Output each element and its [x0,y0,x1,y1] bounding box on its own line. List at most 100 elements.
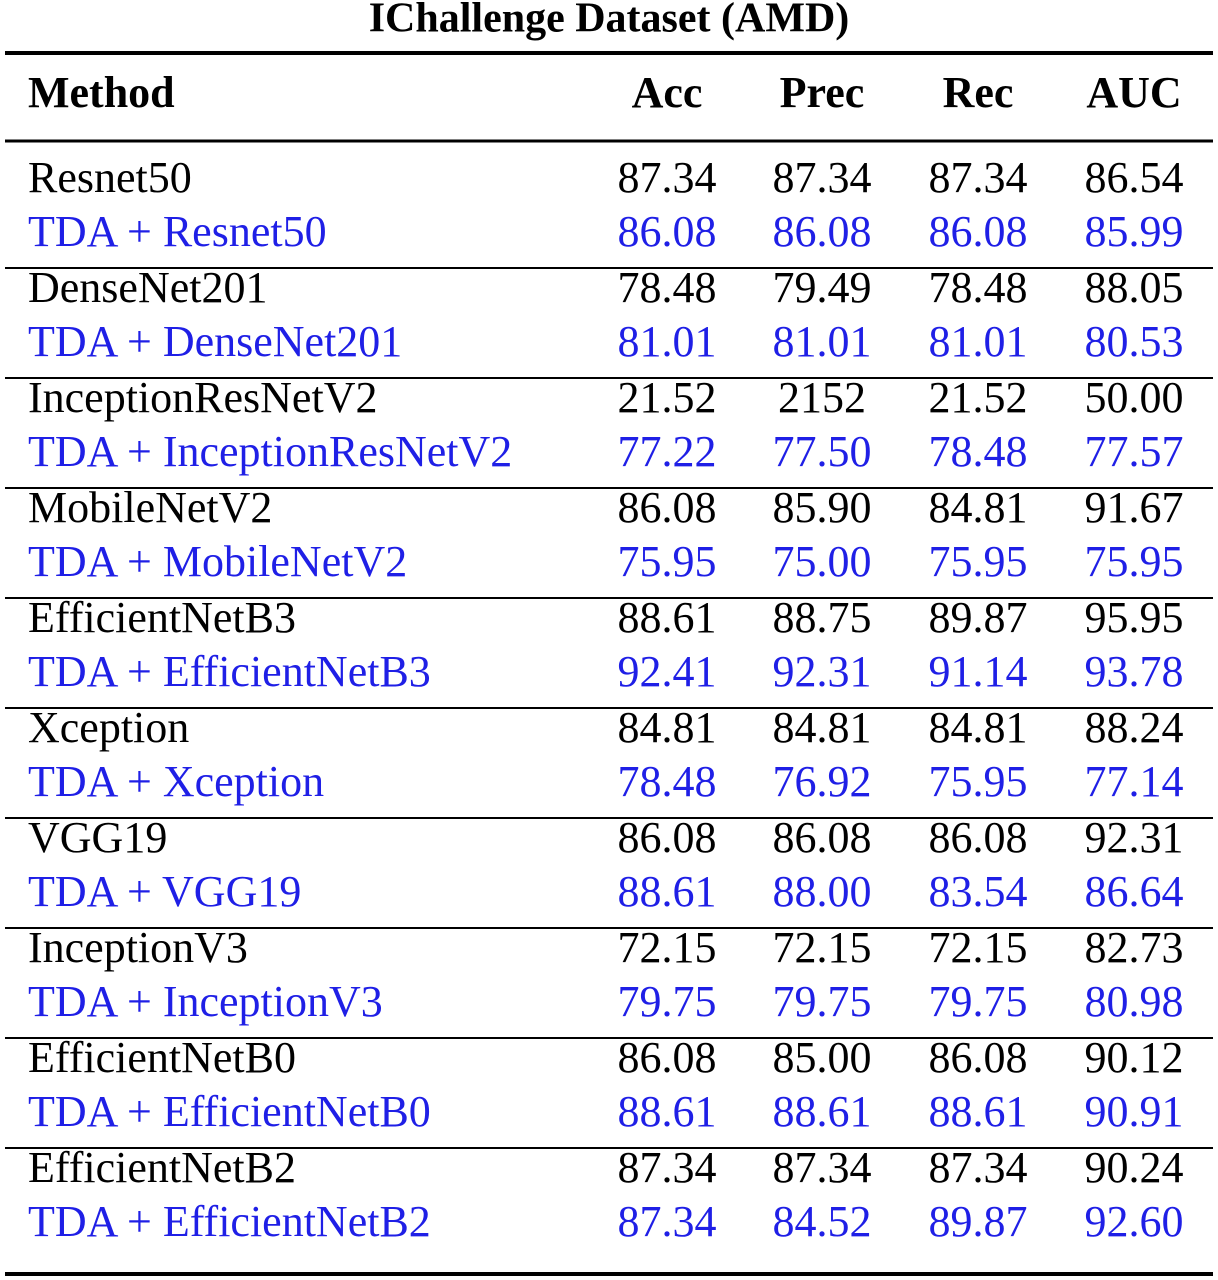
method-cell: TDA + InceptionV3 [28,977,383,1026]
method-cell: MobileNetV2 [28,483,272,532]
value-cell: 87.34 [618,153,717,202]
value-cell: 78.48 [929,427,1028,476]
method-cell: Resnet50 [28,153,192,202]
method-cell: VGG19 [28,813,167,862]
value-cell: 77.22 [618,427,717,476]
value-cell: 77.50 [773,427,872,476]
value-cell: 86.64 [1085,867,1184,916]
value-cell: 81.01 [929,317,1028,366]
value-cell: 87.34 [929,153,1028,202]
value-cell: 84.52 [773,1197,872,1246]
value-cell: 77.14 [1085,757,1184,806]
method-cell: TDA + MobileNetV2 [28,537,407,586]
value-cell: 87.34 [618,1197,717,1246]
value-cell: 88.00 [773,867,872,916]
value-cell: 75.95 [929,537,1028,586]
method-cell: TDA + EfficientNetB3 [28,647,431,696]
header-cell: Method [28,68,175,117]
value-cell: 87.34 [618,1143,717,1192]
method-cell: InceptionResNetV2 [28,373,377,422]
value-cell: 93.78 [1085,647,1184,696]
value-cell: 86.08 [618,813,717,862]
header-cell: Prec [780,68,865,117]
header-cell: AUC [1086,68,1181,117]
value-cell: 84.81 [618,703,717,752]
value-cell: 79.75 [929,977,1028,1026]
value-cell: 88.61 [618,1087,717,1136]
method-cell: Xception [28,703,189,752]
value-cell: 81.01 [618,317,717,366]
value-cell: 78.48 [929,263,1028,312]
method-cell: EfficientNetB3 [28,593,296,642]
value-cell: 84.81 [929,483,1028,532]
value-cell: 86.08 [929,207,1028,256]
value-cell: 88.75 [773,593,872,642]
value-cell: 82.73 [1085,923,1184,972]
value-cell: 78.48 [618,757,717,806]
value-cell: 89.87 [929,593,1028,642]
value-cell: 88.61 [618,867,717,916]
method-cell: TDA + EfficientNetB2 [28,1197,431,1246]
value-cell: 75.95 [929,757,1028,806]
value-cell: 88.61 [929,1087,1028,1136]
value-cell: 2152 [778,373,866,422]
value-cell: 77.57 [1085,427,1184,476]
method-cell: TDA + VGG19 [28,867,301,916]
value-cell: 88.05 [1085,263,1184,312]
value-cell: 84.81 [773,703,872,752]
method-cell: TDA + Resnet50 [28,207,327,256]
value-cell: 86.54 [1085,153,1184,202]
method-cell: EfficientNetB0 [28,1033,296,1082]
value-cell: 91.67 [1085,483,1184,532]
value-cell: 85.90 [773,483,872,532]
value-cell: 75.95 [1085,537,1184,586]
value-cell: 88.61 [618,593,717,642]
value-cell: 88.61 [773,1087,872,1136]
value-cell: 92.31 [1085,813,1184,862]
value-cell: 88.24 [1085,703,1184,752]
value-cell: 92.60 [1085,1197,1184,1246]
method-cell: TDA + Xception [28,757,324,806]
header-cell: Acc [632,68,703,117]
value-cell: 83.54 [929,867,1028,916]
value-cell: 76.92 [773,757,872,806]
value-cell: 92.31 [773,647,872,696]
value-cell: 89.87 [929,1197,1028,1246]
value-cell: 72.15 [773,923,872,972]
value-cell: 86.08 [618,483,717,532]
table-title: IChallenge Dataset (AMD) [369,0,850,42]
value-cell: 79.49 [773,263,872,312]
value-cell: 81.01 [773,317,872,366]
value-cell: 50.00 [1085,373,1184,422]
value-cell: 90.91 [1085,1087,1184,1136]
value-cell: 86.08 [618,1033,717,1082]
header-cell: Rec [943,68,1014,117]
value-cell: 75.00 [773,537,872,586]
value-cell: 86.08 [773,813,872,862]
value-cell: 85.99 [1085,207,1184,256]
value-cell: 79.75 [773,977,872,1026]
method-cell: EfficientNetB2 [28,1143,296,1192]
method-cell: TDA + InceptionResNetV2 [28,427,512,476]
value-cell: 72.15 [618,923,717,972]
method-cell: TDA + DenseNet201 [28,317,402,366]
value-cell: 87.34 [929,1143,1028,1192]
value-cell: 21.52 [929,373,1028,422]
value-cell: 79.75 [618,977,717,1026]
value-cell: 91.14 [929,647,1028,696]
method-cell: TDA + EfficientNetB0 [28,1087,431,1136]
value-cell: 92.41 [618,647,717,696]
value-cell: 87.34 [773,1143,872,1192]
value-cell: 85.00 [773,1033,872,1082]
value-cell: 86.08 [929,1033,1028,1082]
value-cell: 86.08 [773,207,872,256]
value-cell: 72.15 [929,923,1028,972]
value-cell: 95.95 [1085,593,1184,642]
value-cell: 80.98 [1085,977,1184,1026]
method-cell: DenseNet201 [28,263,268,312]
value-cell: 90.24 [1085,1143,1184,1192]
value-cell: 87.34 [773,153,872,202]
value-cell: 21.52 [618,373,717,422]
method-cell: InceptionV3 [28,923,248,972]
